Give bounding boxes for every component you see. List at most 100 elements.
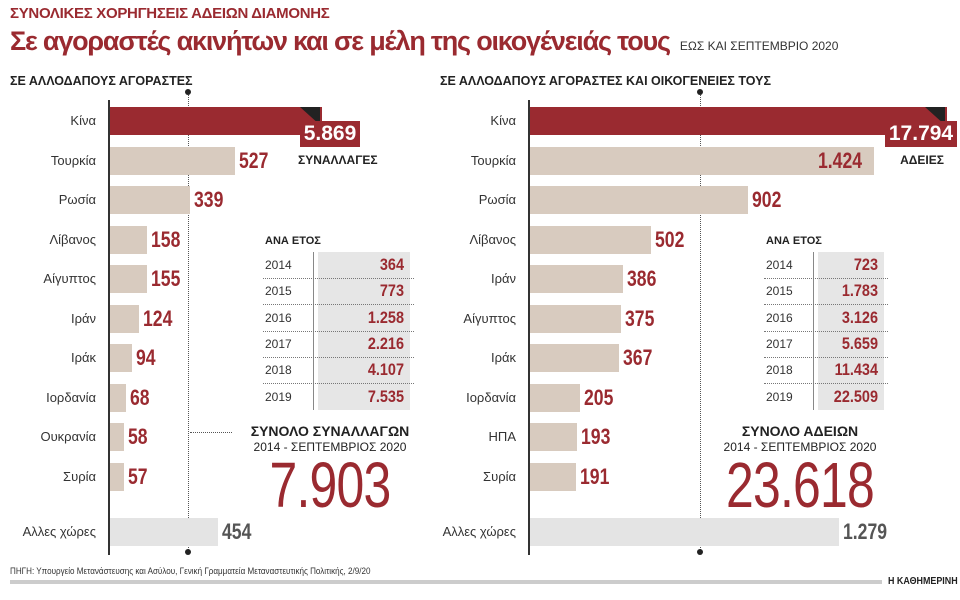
table-value: 2.216: [367, 333, 404, 353]
value-label: 902: [751, 187, 782, 212]
broken-bar-corner: [300, 107, 320, 125]
bar: [110, 423, 124, 451]
value-label: 1.424: [818, 147, 863, 173]
table-year: 2019: [265, 389, 292, 404]
table-year: 2015: [265, 284, 292, 299]
bar: [110, 383, 127, 412]
total-value: 23.618: [725, 449, 875, 521]
value-label: 158: [151, 226, 181, 252]
category-label: Ιορδανία: [46, 389, 96, 405]
subtitle: ΕΩΣ ΚΑΙ ΣΕΠΤΕΜΒΡΙΟ 2020: [679, 39, 839, 53]
header-row: Σε αγοραστές ακινήτων και σε μέλη της οι…: [10, 24, 838, 58]
category-label: Αλλες χώρες: [442, 524, 516, 539]
value-label: 5.869: [300, 121, 360, 147]
value-label: 68: [130, 384, 150, 410]
table-year: 2017: [766, 336, 793, 351]
value-label: 155: [150, 266, 181, 291]
table-separator: [263, 330, 414, 332]
bar: [110, 146, 235, 175]
category-label: Ιράκ: [490, 350, 516, 365]
bar: [110, 518, 218, 546]
table-separator: [764, 383, 888, 385]
bar: [530, 462, 577, 491]
reference-dot-top: [185, 89, 191, 95]
table-value: 364: [379, 255, 404, 274]
bar: [110, 462, 124, 491]
value-label: 94: [136, 345, 156, 370]
axis-line: [528, 100, 530, 555]
table-separator: [263, 356, 414, 358]
table-value: 723: [853, 255, 878, 274]
table-value: 11.434: [834, 360, 878, 380]
category-label: Συρία: [63, 468, 96, 484]
category-label: Τουρκία: [50, 152, 96, 168]
kicker: ΣΥΝΟΛΙΚΕΣ ΧΟΡΗΓΗΣΕΙΣ ΑΔΕΙΩΝ ΔΙΑΜΟΝΗΣ: [10, 5, 330, 22]
value-label: 1.279: [843, 519, 888, 544]
table-separator: [263, 278, 414, 279]
table-year: 2018: [265, 363, 292, 378]
reference-dot-bottom: [185, 549, 191, 555]
value-label: 57: [127, 463, 148, 489]
bar: [530, 265, 624, 293]
category-label: Ιράν: [70, 310, 96, 326]
total-period: 2014 - ΣΕΠΤΕΜΒΡΙΟΣ 2020: [253, 440, 407, 454]
table-value: 773: [379, 281, 404, 301]
category-label: Συρία: [483, 468, 516, 484]
bar: [530, 304, 621, 333]
category-label: Ρωσία: [58, 192, 96, 207]
headline: Σε αγοραστές ακινήτων και σε μέλη της οι…: [10, 26, 671, 56]
reference-dot-top: [697, 89, 703, 95]
value-label: 124: [143, 305, 173, 331]
table-value: 22.509: [833, 386, 878, 406]
table-separator: [764, 278, 888, 279]
value-label: 17.794: [885, 121, 957, 147]
table-year: 2014: [766, 258, 793, 272]
category-label: Κίνα: [70, 113, 96, 128]
value-label: 454: [221, 519, 251, 544]
bar: [530, 146, 875, 175]
bar: [530, 107, 947, 135]
category-label: Λίβανος: [469, 231, 516, 247]
table-year: 2018: [766, 363, 793, 378]
bar: [110, 304, 140, 333]
category-label: Αλλες χώρες: [22, 524, 96, 539]
value-label: 339: [194, 187, 224, 212]
value-label: 367: [622, 345, 653, 370]
table-value: 7.535: [367, 386, 404, 406]
category-label: Ιορδανία: [466, 389, 516, 405]
unit-label: ΑΔΕΙΕΣ: [900, 153, 944, 167]
reference-dot-bottom: [697, 549, 703, 555]
table-header: ΑΝΑ ΕΤΟΣ: [265, 235, 321, 247]
category-label: Αίγυπτος: [463, 310, 516, 326]
total-label: ΣΥΝΟΛΟ ΑΔΕΙΩΝ: [741, 423, 859, 439]
bar: [530, 423, 577, 451]
table-separator: [263, 304, 414, 306]
reference-line: [700, 92, 701, 552]
brand: Η ΚΑΘΗΜΕΡΙΝΗ: [888, 575, 958, 587]
bar: [110, 225, 148, 254]
table-year: 2016: [766, 310, 793, 325]
value-label: 375: [624, 305, 654, 331]
category-label: ΗΠΑ: [488, 429, 516, 444]
axis-line: [108, 100, 110, 555]
table-header: ΑΝΑ ΕΤΟΣ: [766, 235, 822, 247]
category-label: Ιράκ: [70, 350, 96, 365]
unit-label: ΣΥΝΑΛΛΑΓΕΣ: [298, 153, 378, 167]
table-value: 3.126: [841, 307, 878, 327]
bar: [530, 186, 748, 214]
value-label: 191: [580, 463, 610, 489]
table-separator: [764, 304, 888, 306]
bar: [530, 344, 619, 372]
total-value: 7.903: [269, 449, 391, 521]
category-label: Αίγυπτος: [43, 271, 96, 286]
table-value: 5.659: [841, 333, 878, 353]
broken-bar-corner: [925, 107, 945, 125]
source-note: ΠΗΓΗ: Υπουργείο Μετανάστευσης και Ασύλου…: [10, 566, 371, 577]
bar: [530, 225, 652, 254]
category-label: Κίνα: [490, 113, 516, 128]
bar: [110, 344, 133, 372]
table-year: 2019: [766, 389, 793, 404]
table-year: 2016: [265, 310, 292, 325]
category-label: Ιράν: [490, 271, 516, 286]
value-label: 205: [583, 384, 613, 410]
